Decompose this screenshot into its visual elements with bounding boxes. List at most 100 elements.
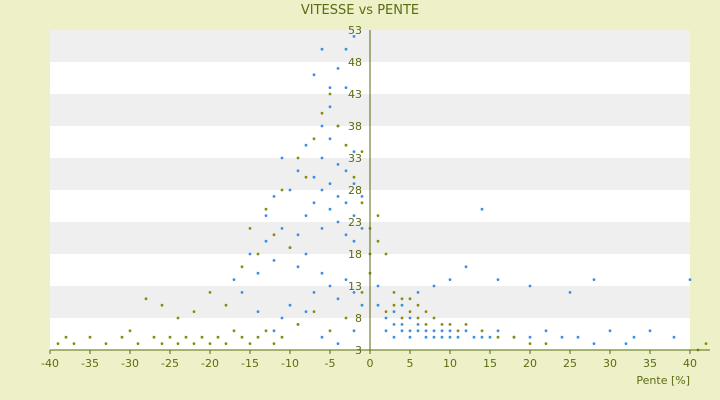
data-point-olive [456, 329, 460, 333]
data-point-blue [608, 329, 612, 333]
data-point-olive [400, 297, 404, 301]
y-tick-label: 48 [348, 56, 362, 69]
y-tick-label: 3 [355, 344, 362, 357]
data-point-olive [248, 342, 252, 345]
data-point-blue [360, 195, 364, 198]
data-point-blue [304, 214, 308, 218]
x-tick-label: -35 [81, 357, 99, 370]
data-point-blue [320, 124, 324, 128]
data-point-olive [440, 323, 444, 326]
data-point-blue [336, 342, 340, 345]
data-point-blue [336, 67, 340, 70]
data-point-olive [248, 227, 252, 230]
data-point-blue [376, 303, 380, 307]
y-tick-label: 53 [348, 24, 362, 37]
data-point-olive [544, 342, 548, 345]
data-point-olive [200, 335, 204, 339]
data-point-blue [328, 182, 332, 186]
data-point-blue [672, 335, 676, 339]
y-tick-label: 38 [348, 120, 362, 133]
data-point-blue [408, 316, 412, 320]
data-point-blue [424, 329, 428, 333]
y-tick-label: 13 [348, 280, 362, 293]
data-point-olive [272, 342, 276, 345]
data-point-blue [384, 316, 388, 320]
data-point-olive [408, 297, 412, 301]
data-point-blue [624, 342, 628, 345]
x-tick-label: 10 [443, 357, 457, 370]
data-point-olive [152, 335, 156, 339]
data-point-blue [432, 329, 436, 333]
data-point-blue [344, 47, 348, 51]
data-point-olive [384, 310, 388, 313]
data-point-blue [416, 291, 420, 294]
x-tick-label: -30 [121, 357, 139, 370]
data-point-olive [192, 310, 196, 313]
data-point-blue [328, 105, 332, 109]
data-point-olive [128, 329, 132, 333]
data-point-blue [336, 163, 340, 166]
data-point-olive [392, 291, 396, 294]
data-point-blue [496, 329, 500, 333]
x-tick-label: 35 [643, 357, 657, 370]
data-point-blue [416, 329, 420, 333]
chart-title: VITESSE vs PENTE [301, 3, 419, 18]
data-point-blue [272, 195, 276, 198]
data-point-blue [432, 335, 436, 339]
data-point-blue [256, 310, 260, 313]
data-point-blue [312, 201, 316, 205]
data-point-olive [376, 214, 380, 218]
data-point-olive [360, 291, 364, 294]
data-point-olive [280, 188, 284, 192]
y-tick-label: 23 [348, 216, 362, 229]
data-point-olive [480, 329, 484, 333]
data-point-blue [576, 335, 580, 339]
x-tick-label: 5 [407, 357, 414, 370]
data-point-blue [336, 220, 340, 224]
data-point-olive [408, 310, 412, 313]
data-point-blue [312, 175, 316, 179]
data-point-blue [296, 169, 300, 173]
data-point-blue [352, 239, 356, 243]
data-point-olive [384, 252, 388, 256]
data-point-blue [304, 252, 308, 256]
data-point-blue [392, 323, 396, 326]
data-point-olive [72, 342, 76, 345]
data-point-blue [392, 335, 396, 339]
data-point-blue [408, 335, 412, 339]
data-point-blue [528, 284, 532, 288]
data-point-blue [240, 291, 244, 294]
data-point-blue [560, 335, 564, 339]
x-tick-label: 40 [683, 357, 697, 370]
data-point-blue [360, 303, 364, 307]
data-point-olive [288, 246, 292, 250]
data-point-blue [328, 284, 332, 288]
data-point-olive [448, 323, 452, 326]
x-tick-label: 15 [483, 357, 497, 370]
data-point-blue [352, 150, 356, 154]
x-tick-label: -10 [281, 357, 299, 370]
data-point-blue [440, 329, 444, 333]
data-point-olive [160, 342, 164, 345]
data-point-olive [184, 335, 188, 339]
data-point-olive [352, 175, 356, 179]
data-point-blue [432, 284, 436, 288]
data-point-olive [336, 124, 340, 128]
data-point-olive [120, 335, 124, 339]
data-point-olive [176, 316, 180, 320]
data-point-blue [264, 214, 268, 218]
data-point-blue [280, 227, 284, 230]
data-point-blue [288, 188, 292, 192]
y-tick-label: 18 [348, 248, 362, 261]
data-point-blue [312, 73, 316, 77]
axes [50, 30, 710, 351]
data-point-blue [296, 265, 300, 269]
data-point-olive [144, 297, 148, 301]
x-tick-label: 25 [563, 357, 577, 370]
data-point-olive [360, 150, 364, 154]
data-point-olive [424, 310, 428, 313]
data-point-olive [360, 201, 364, 205]
data-point-olive [232, 329, 236, 333]
data-point-blue [376, 284, 380, 288]
